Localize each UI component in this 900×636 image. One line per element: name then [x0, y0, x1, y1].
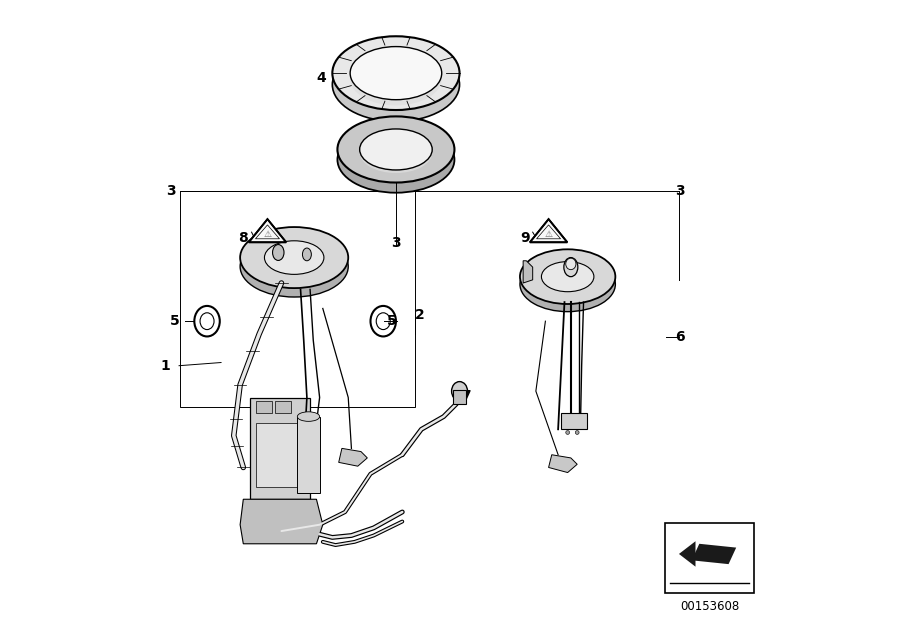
Bar: [454, 390, 466, 404]
Ellipse shape: [297, 412, 320, 422]
Polygon shape: [248, 219, 286, 242]
Text: ⚠: ⚠: [544, 230, 553, 238]
Text: 4: 4: [317, 71, 327, 85]
Ellipse shape: [360, 132, 432, 173]
Bar: [256, 401, 272, 413]
Polygon shape: [530, 219, 567, 242]
Ellipse shape: [520, 257, 616, 312]
Text: ⚠: ⚠: [264, 230, 272, 238]
Text: 5: 5: [170, 314, 180, 328]
Text: 7: 7: [461, 389, 471, 403]
Text: 00153608: 00153608: [680, 600, 739, 613]
Bar: [249, 398, 310, 499]
Ellipse shape: [273, 245, 284, 261]
Ellipse shape: [542, 261, 594, 292]
Bar: [256, 423, 303, 487]
Ellipse shape: [520, 249, 616, 304]
Text: 3: 3: [675, 184, 685, 198]
Bar: [665, 523, 754, 593]
Text: 1: 1: [160, 359, 170, 373]
Polygon shape: [692, 544, 736, 564]
Text: 6: 6: [675, 330, 685, 344]
Text: 3: 3: [166, 184, 176, 198]
Ellipse shape: [338, 116, 454, 183]
Text: 5: 5: [387, 314, 396, 328]
Bar: [180, 191, 415, 407]
Bar: [297, 417, 320, 493]
Polygon shape: [338, 448, 367, 466]
Ellipse shape: [360, 129, 432, 170]
Ellipse shape: [338, 127, 454, 193]
Ellipse shape: [575, 431, 579, 434]
Ellipse shape: [566, 258, 576, 270]
Text: 9: 9: [520, 232, 530, 245]
Ellipse shape: [452, 382, 467, 401]
Ellipse shape: [566, 431, 570, 434]
Ellipse shape: [563, 258, 578, 277]
Polygon shape: [679, 541, 696, 567]
Polygon shape: [523, 261, 533, 283]
Ellipse shape: [332, 36, 460, 110]
Ellipse shape: [302, 248, 311, 261]
Text: 8: 8: [238, 232, 248, 245]
Ellipse shape: [240, 236, 348, 297]
Ellipse shape: [350, 46, 442, 100]
Ellipse shape: [240, 227, 348, 288]
Ellipse shape: [350, 52, 442, 106]
Text: 3: 3: [392, 236, 400, 250]
Polygon shape: [240, 499, 323, 544]
Bar: [562, 413, 587, 429]
Text: 2: 2: [415, 308, 424, 322]
Ellipse shape: [265, 241, 324, 274]
Bar: [275, 401, 291, 413]
Polygon shape: [549, 455, 577, 473]
Ellipse shape: [332, 48, 460, 121]
